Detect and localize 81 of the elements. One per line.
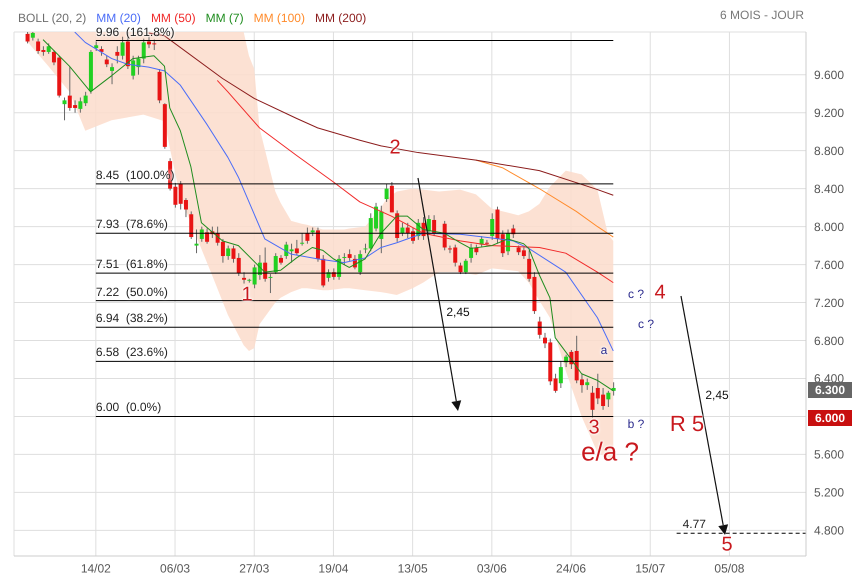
y-tick-label: 5.600	[814, 448, 844, 462]
y-tick-label: 7.200	[814, 296, 844, 310]
line-series	[216, 80, 614, 284]
x-tick-label: 19/04	[318, 562, 349, 576]
annotation: 5	[721, 534, 733, 556]
x-tick-label: 06/03	[160, 562, 190, 576]
annotation: a	[600, 343, 608, 357]
y-tick-label: 9.600	[814, 68, 844, 82]
annotation: 6.000	[808, 410, 852, 426]
x-tick-label: 05/08	[714, 562, 745, 576]
line-series	[476, 160, 614, 238]
y-tick-label: 6.800	[814, 334, 844, 348]
annotation: 2,45	[705, 388, 729, 402]
ref-line-label: 7.22 (50.0%)	[96, 284, 168, 299]
ref-line-label: 6.94 (38.2%)	[96, 311, 168, 326]
candlestick	[305, 227, 310, 244]
legend-title: BOLL (20, 2)	[18, 11, 86, 25]
candlestick	[538, 316, 542, 340]
y-tick-label: 8.000	[814, 220, 844, 234]
candlestick	[46, 42, 51, 54]
candlestick	[194, 228, 199, 254]
candlestick	[189, 210, 194, 240]
annotation: R 5	[670, 411, 704, 437]
candlestick	[384, 183, 389, 202]
x-tick-label: 24/06	[556, 562, 586, 576]
y-tick-label: 7.600	[814, 258, 844, 272]
candlestick	[26, 32, 30, 44]
ref-line-label: 7.51 (61.8%)	[96, 257, 168, 272]
candlestick	[426, 214, 431, 235]
candlestick	[294, 239, 299, 256]
candlestick	[104, 55, 109, 68]
annotation: e/a ?	[581, 436, 639, 468]
annotation: 3	[588, 416, 600, 440]
candlestick	[120, 36, 125, 60]
candlestick	[226, 245, 230, 260]
candlestick	[115, 46, 120, 64]
annotation: 6.300	[808, 382, 852, 398]
candlestick	[62, 97, 67, 121]
candlestick	[464, 258, 468, 275]
candlestick	[363, 243, 368, 254]
ref-line-label: 6.58 (23.6%)	[96, 345, 168, 360]
y-tick-label: 9.200	[814, 106, 844, 120]
annotation: 2,45	[446, 305, 470, 319]
candlestick	[274, 252, 278, 275]
candlestick	[469, 243, 474, 264]
ref-line-label: 9.96 (161.8%)	[96, 24, 175, 39]
annotation: 4	[654, 282, 666, 304]
candlestick	[242, 272, 246, 284]
candlestick	[490, 212, 494, 240]
annotation: 1	[241, 284, 253, 306]
y-tick-label: 8.400	[814, 182, 844, 196]
candlestick	[300, 232, 304, 246]
annotation: c ?	[628, 287, 644, 301]
text: MM (100)	[254, 11, 305, 25]
ref-line-label: 7.93 (78.6%)	[96, 217, 168, 232]
candlestick	[142, 38, 146, 64]
candlestick	[342, 252, 346, 266]
ref-line-label: 4.77	[682, 517, 706, 532]
x-tick-label: 13/05	[398, 562, 428, 576]
chart-subtitle: 6 MOIS - JOUR	[720, 8, 804, 22]
candlestick	[558, 360, 563, 388]
candlestick	[110, 62, 114, 85]
ref-line-label: 6.00 (0.0%)	[96, 400, 162, 414]
x-tick-label: 27/03	[239, 562, 270, 576]
text: MM (7)	[206, 11, 244, 25]
y-tick-label: 8.800	[814, 144, 844, 158]
text: MM (50)	[150, 11, 196, 25]
y-tick-label: 4.800	[814, 524, 844, 538]
annotation: c ?	[638, 317, 654, 331]
candlestick	[458, 262, 463, 275]
series-label: MM (20)	[96, 11, 141, 25]
candlestick	[279, 254, 283, 266]
x-tick-label: 03/06	[476, 562, 508, 576]
candlestick	[348, 248, 352, 262]
candlestick	[268, 274, 272, 294]
y-tick-label: 5.200	[814, 486, 844, 500]
x-tick-label: 14/02	[80, 562, 112, 576]
text: MM (200)	[314, 11, 366, 25]
candlestick	[606, 390, 610, 408]
annotation: b ?	[628, 417, 644, 431]
x-tick-label: 15/07	[635, 562, 666, 576]
